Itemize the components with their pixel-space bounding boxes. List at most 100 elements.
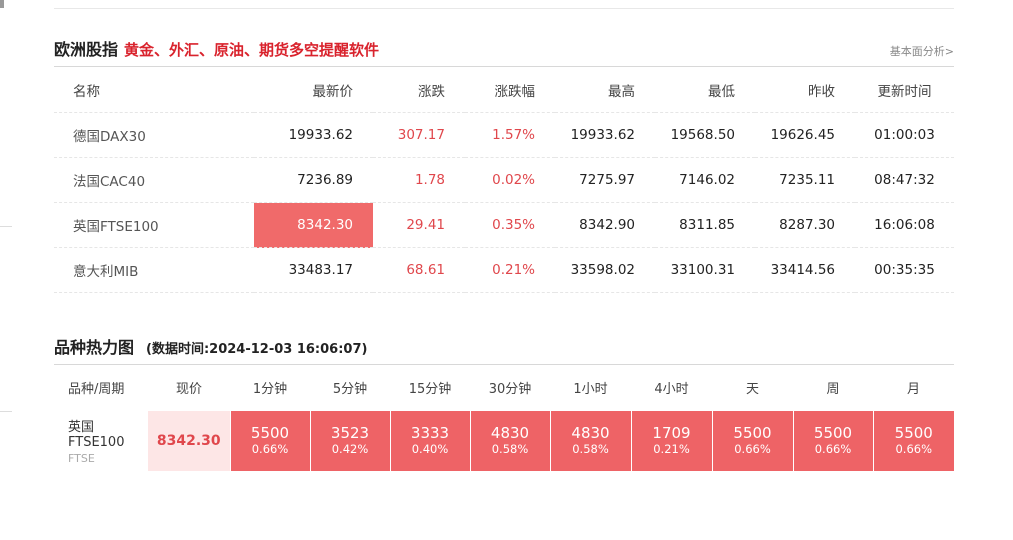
- change-pct: 0.35%: [465, 202, 555, 248]
- heat-value: 4830: [490, 424, 530, 442]
- col-header-week: 周: [826, 382, 840, 398]
- change: 1.78: [373, 157, 465, 203]
- heatmap-header-row: 品种/周期 现价 1分钟 5分钟 15分钟 30分钟 1小时 4小时 天 周 月: [54, 365, 954, 411]
- high: 33598.02: [555, 247, 655, 293]
- update-time: 01:00:03: [855, 112, 954, 158]
- heat-pct: 0.66%: [734, 442, 771, 456]
- low: 7146.02: [655, 157, 755, 203]
- col-header-last: 最新价: [254, 66, 373, 113]
- col-header-high: 最高: [555, 66, 655, 113]
- heat-cell-15min[interactable]: 3333 0.40%: [389, 410, 470, 471]
- col-header-month: 月: [906, 382, 920, 398]
- table-row[interactable]: 法国CAC40 7236.89 1.78 0.02% 7275.97 7146.…: [54, 157, 954, 203]
- current-price: 8342.30: [148, 410, 230, 471]
- high: 19933.62: [555, 112, 655, 158]
- col-header-1h: 1小时: [573, 382, 608, 398]
- europe-header: 欧洲股指 黄金、外汇、原油、期货多空提醒软件 基本面分析>: [54, 36, 954, 60]
- col-header-day: 天: [745, 382, 759, 398]
- col-header-product: 品种/周期: [68, 382, 125, 398]
- col-header-pct: 涨跌幅: [465, 66, 555, 113]
- heat-value: 3333: [410, 424, 450, 442]
- prev-close: 7235.11: [755, 157, 855, 203]
- heat-cell-5min[interactable]: 3523 0.42%: [309, 410, 390, 471]
- change-pct: 0.02%: [465, 157, 555, 203]
- edge-divider: [0, 411, 12, 412]
- change-pct: 1.57%: [465, 112, 555, 158]
- product-code: FTSE: [68, 452, 95, 465]
- heat-cell-week[interactable]: 5500 0.66%: [792, 410, 873, 471]
- col-header-price: 现价: [175, 382, 202, 398]
- heat-cell-month[interactable]: 5500 0.66%: [872, 410, 954, 471]
- col-header-5min: 5分钟: [332, 382, 368, 398]
- heat-pct: 0.66%: [814, 442, 852, 456]
- col-header-15min: 15分钟: [408, 382, 452, 398]
- col-header-30min: 30分钟: [488, 382, 532, 398]
- table-row[interactable]: 意大利MIB 33483.17 68.61 0.21% 33598.02 331…: [54, 247, 954, 293]
- heat-pct: 0.66%: [895, 442, 933, 456]
- heat-pct: 0.58%: [491, 442, 529, 456]
- change-pct: 0.21%: [465, 247, 555, 293]
- prev-close: 19626.45: [755, 112, 855, 158]
- heatmap-row[interactable]: 英国FTSE100 FTSE 8342.30 5500 0.66% 3523 0.4…: [54, 410, 954, 471]
- index-name[interactable]: 意大利MIB: [54, 247, 254, 293]
- heat-cell-1min[interactable]: 5500 0.66%: [229, 410, 310, 471]
- prev-close: 33414.56: [755, 247, 855, 293]
- col-header-1min: 1分钟: [252, 382, 288, 398]
- last-price: 33483.17: [254, 247, 373, 293]
- change: 29.41: [373, 202, 465, 248]
- update-time: 00:35:35: [855, 247, 954, 293]
- last-price-highlighted: 8342.30: [254, 202, 373, 248]
- index-name[interactable]: 法国CAC40: [54, 157, 254, 203]
- change: 307.17: [373, 112, 465, 158]
- heat-pct: 0.42%: [331, 442, 369, 456]
- heat-pct: 0.21%: [653, 442, 690, 456]
- heat-value: 5500: [894, 424, 933, 442]
- heat-value: 1709: [652, 424, 691, 442]
- heat-cell-1h[interactable]: 4830 0.58%: [549, 410, 631, 471]
- col-header-name: 名称: [54, 66, 254, 113]
- edge-divider: [0, 226, 12, 227]
- product-name: 英国FTSE100: [68, 420, 125, 450]
- data-timestamp: (数据时间:2024-12-03 16:06:07): [146, 342, 368, 357]
- table-row[interactable]: 德国DAX30 19933.62 307.17 1.57% 19933.62 1…: [54, 112, 954, 158]
- high: 8342.90: [555, 202, 655, 248]
- heat-pct: 0.66%: [251, 442, 289, 456]
- top-divider: [54, 8, 954, 9]
- heat-value: 5500: [733, 424, 772, 442]
- heat-cell-4h[interactable]: 1709 0.21%: [630, 410, 712, 471]
- index-name[interactable]: 德国DAX30: [54, 112, 254, 158]
- heatmap-header: 品种热力图 (数据时间:2024-12-03 16:06:07): [54, 334, 954, 358]
- heat-cell-day[interactable]: 5500 0.66%: [711, 410, 793, 471]
- table-header-row: 名称 最新价 涨跌 涨跌幅 最高 最低 昨收 更新时间: [54, 66, 954, 113]
- col-header-low: 最低: [655, 66, 755, 113]
- heatmap-table: 品种/周期 现价 1分钟 5分钟 15分钟 30分钟 1小时 4小时 天 周 月…: [54, 364, 954, 471]
- fundamental-analysis-link[interactable]: 基本面分析>: [889, 45, 954, 58]
- promo-link[interactable]: 黄金、外汇、原油、期货多空提醒软件: [124, 41, 380, 59]
- update-time: 16:06:08: [855, 202, 954, 248]
- change: 68.61: [373, 247, 465, 293]
- heatmap-title: 品种热力图: [54, 338, 135, 357]
- last-price: 7236.89: [254, 157, 373, 203]
- product-cell[interactable]: 英国FTSE100 FTSE: [54, 411, 148, 471]
- heat-pct: 0.58%: [572, 442, 609, 456]
- col-header-prev: 昨收: [755, 66, 855, 113]
- high: 7275.97: [555, 157, 655, 203]
- col-header-change: 涨跌: [373, 66, 465, 113]
- low: 33100.31: [655, 247, 755, 293]
- update-time: 08:47:32: [855, 157, 954, 203]
- europe-title: 欧洲股指: [54, 40, 119, 59]
- low: 8311.85: [655, 202, 755, 248]
- heat-value: 5500: [250, 424, 290, 442]
- heat-cell-30min[interactable]: 4830 0.58%: [469, 410, 550, 471]
- col-header-4h: 4小时: [654, 382, 689, 398]
- edge-fragment: [0, 0, 4, 8]
- low: 19568.50: [655, 112, 755, 158]
- index-name[interactable]: 英国FTSE100: [54, 202, 254, 248]
- last-price: 19933.62: [254, 112, 373, 158]
- heat-value: 4830: [571, 424, 610, 442]
- heat-pct: 0.40%: [411, 442, 449, 456]
- col-header-time: 更新时间: [855, 66, 954, 113]
- heat-value: 3523: [330, 424, 370, 442]
- europe-index-table: 名称 最新价 涨跌 涨跌幅 最高 最低 昨收 更新时间 德国DAX30 1993…: [54, 66, 954, 293]
- table-row[interactable]: 英国FTSE100 8342.30 29.41 0.35% 8342.90 83…: [54, 202, 954, 248]
